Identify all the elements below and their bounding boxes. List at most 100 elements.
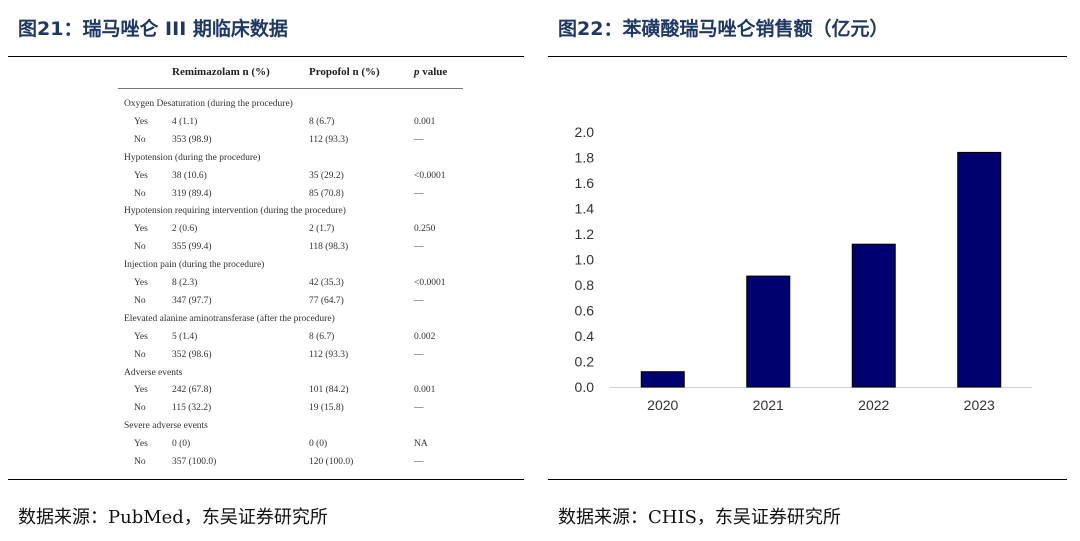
bar-2023: [957, 151, 1002, 388]
header-p-value-label: value: [422, 66, 448, 78]
row-label: Yes: [134, 116, 148, 127]
propofol-cell: 77 (64.7): [309, 295, 344, 306]
bar-2022: [851, 243, 896, 388]
y-tick-label: 2.0: [575, 124, 595, 140]
table-section-heading: Adverse events: [124, 367, 183, 378]
table-section-heading: Hypotension (during the procedure): [124, 152, 261, 163]
propofol-cell: 42 (35.3): [309, 278, 344, 288]
y-tick-label: 0.6: [575, 303, 595, 319]
table-section-heading: Hypotension requiring intervention (duri…: [124, 206, 346, 217]
remimazolam-cell: 115 (32.2): [172, 403, 212, 414]
right-source-note: 数据来源：CHIS，东吴证券研究所: [558, 507, 841, 528]
table-row: Yes 242 (67.8) 101 (84.2) 0.001: [118, 385, 463, 399]
x-tick-label: 2021: [753, 397, 784, 413]
table-section-heading: Injection pain (during the procedure): [124, 260, 265, 271]
y-axis-ticks: 0.0 0.2 0.4 0.6 0.8 1.0 1.2 1.4 1.6 1.8 2.0: [575, 124, 595, 395]
propofol-cell: 2 (1.7): [309, 224, 335, 235]
y-tick-label: 1.4: [575, 201, 595, 217]
table-row: No 347 (97.7) 77 (64.7) —: [118, 296, 463, 310]
row-label: No: [134, 188, 146, 199]
p-value-cell: —: [414, 242, 424, 253]
p-value-cell: 0.001: [414, 385, 436, 396]
remimazolam-cell: 352 (98.6): [172, 349, 212, 360]
table-row: No 319 (89.4) 85 (70.8) —: [118, 189, 463, 203]
right-panel-title: 图22：苯磺酸瑞马唑仑销售额（亿元）: [558, 18, 889, 40]
p-value-cell: 0.250: [414, 224, 436, 235]
remimazolam-cell: 38 (10.6): [172, 170, 207, 181]
propofol-cell: 19 (15.8): [309, 403, 344, 414]
p-value-cell: —: [414, 349, 424, 360]
remimazolam-cell: 355 (99.4): [172, 242, 212, 253]
p-value-cell: <0.0001: [414, 170, 446, 181]
x-axis-ticks: 2020 2021 2022 2023: [647, 397, 995, 413]
propofol-cell: 101 (84.2): [309, 385, 349, 396]
bar-2021: [746, 275, 791, 388]
row-label: Yes: [134, 439, 148, 450]
table-row: Yes 38 (10.6) 35 (29.2) <0.0001: [118, 171, 463, 185]
remimazolam-cell: 8 (2.3): [172, 278, 198, 288]
row-label: No: [134, 349, 146, 360]
row-label: No: [134, 403, 146, 414]
table-row: Yes 2 (0.6) 2 (1.7) 0.250: [118, 224, 463, 238]
y-tick-label: 1.8: [575, 150, 595, 166]
row-label: Yes: [134, 170, 148, 181]
table-section-heading: Severe adverse events: [124, 421, 208, 432]
x-tick-label: 2023: [964, 397, 995, 413]
right-bottom-rule: [548, 479, 1067, 480]
y-tick-label: 0.4: [575, 328, 595, 344]
y-tick-label: 0.2: [575, 354, 595, 370]
bars: [640, 151, 1002, 388]
header-remimazolam: Remimazolam n (%): [172, 66, 270, 78]
y-tick-label: 0.8: [575, 277, 595, 293]
remimazolam-cell: 347 (97.7): [172, 295, 212, 306]
propofol-cell: 118 (98.3): [309, 242, 349, 253]
table-row: No 352 (98.6) 112 (93.3) —: [118, 350, 463, 364]
row-label: Yes: [134, 224, 148, 235]
remimazolam-cell: 5 (1.4): [172, 331, 198, 342]
remimazolam-cell: 4 (1.1): [172, 116, 198, 127]
table-row: No 357 (100.0) 120 (100.0) —: [118, 457, 463, 471]
p-value-cell: —: [414, 134, 424, 145]
left-bottom-rule: [8, 479, 524, 480]
remimazolam-cell: 357 (100.0): [172, 457, 217, 467]
p-value-cell: 0.002: [414, 331, 436, 342]
row-label: No: [134, 134, 146, 145]
row-label: No: [134, 242, 146, 253]
p-value-cell: —: [414, 295, 424, 306]
table-row: No 353 (98.9) 112 (93.3) —: [118, 135, 463, 149]
row-label: Yes: [134, 331, 148, 342]
propofol-cell: 8 (6.7): [309, 116, 335, 127]
table-section-heading: Oxygen Desaturation (during the procedur…: [124, 99, 293, 109]
bar-2020: [640, 371, 685, 388]
y-tick-label: 1.2: [575, 226, 595, 242]
remimazolam-cell: 242 (67.8): [172, 385, 212, 396]
row-label: Yes: [134, 278, 148, 288]
p-value-cell: —: [414, 457, 424, 467]
p-value-cell: NA: [414, 439, 428, 450]
y-tick-label: 0.0: [575, 379, 595, 395]
propofol-cell: 120 (100.0): [309, 457, 354, 467]
right-top-rule: [548, 56, 1067, 57]
propofol-cell: 35 (29.2): [309, 170, 344, 181]
propofol-cell: 8 (6.7): [309, 331, 335, 342]
p-value-cell: —: [414, 188, 424, 199]
table-row: Yes 0 (0) 0 (0) NA: [118, 439, 463, 453]
table-row: No 115 (32.2) 19 (15.8) —: [118, 403, 463, 417]
header-p-symbol: p: [414, 66, 420, 78]
x-tick-label: 2022: [858, 397, 889, 413]
remimazolam-cell: 319 (89.4): [172, 188, 212, 199]
propofol-cell: 112 (93.3): [309, 349, 349, 360]
remimazolam-cell: 353 (98.9): [172, 134, 212, 145]
table-row: No 355 (99.4) 118 (98.3) —: [118, 242, 463, 256]
header-rule: [118, 88, 463, 89]
y-tick-label: 1.0: [575, 252, 595, 268]
propofol-cell: 0 (0): [309, 439, 328, 450]
row-label: No: [134, 457, 146, 467]
remimazolam-cell: 2 (0.6): [172, 224, 198, 235]
table-section-heading: Elevated alanine aminotransferase (after…: [124, 313, 335, 324]
header-propofol: Propofol n (%): [309, 66, 380, 78]
left-source-note: 数据来源：PubMed，东吴证券研究所: [18, 507, 328, 528]
left-top-rule: [8, 56, 524, 57]
y-tick-label: 1.6: [575, 175, 595, 191]
